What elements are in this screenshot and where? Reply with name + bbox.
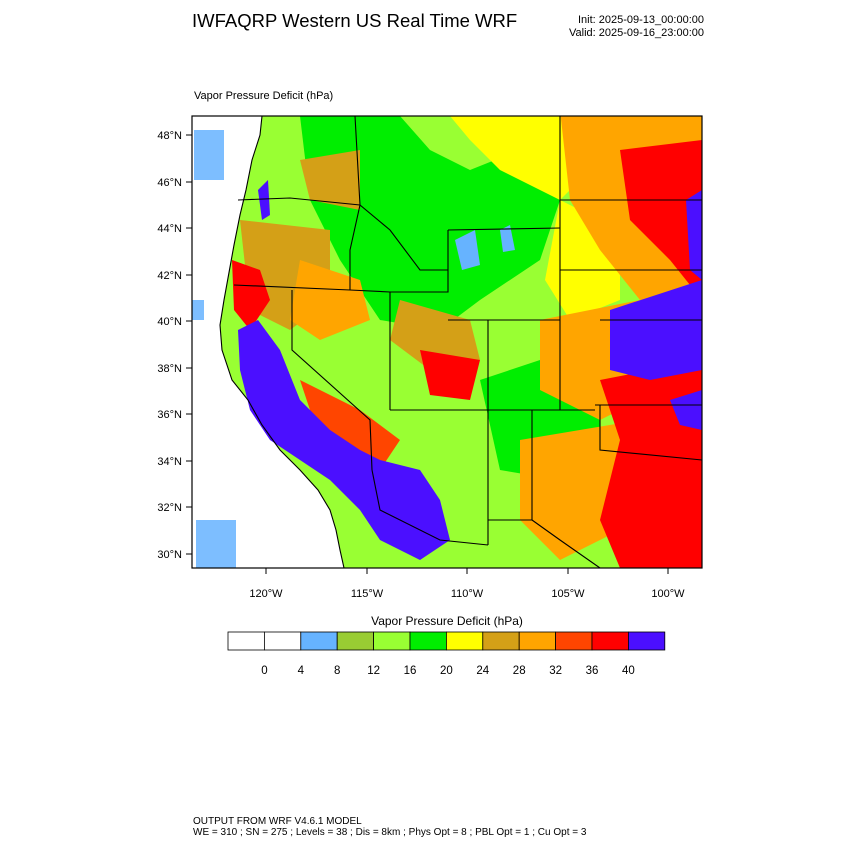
lon-label: 120°W — [249, 588, 283, 600]
colorbar-tick: 12 — [367, 665, 380, 677]
init-time: Init: 2025-09-13_00:00:00 — [578, 14, 704, 26]
border-mt-wy — [447, 227, 561, 231]
field-red — [232, 260, 270, 330]
colorbar-tick: 8 — [334, 665, 340, 677]
field-red — [300, 380, 400, 470]
footer-model: OUTPUT FROM WRF V4.6.1 MODEL — [193, 816, 362, 827]
border-or-id — [349, 204, 361, 290]
colorbar-segment — [336, 631, 375, 651]
field-purple — [686, 190, 702, 280]
colorbar-tick: 36 — [586, 665, 599, 677]
field-purple — [610, 280, 702, 380]
colorbar-segment — [628, 631, 666, 651]
lon-label: 100°W — [651, 588, 685, 600]
field-lightblue — [455, 230, 480, 270]
field-tan — [300, 150, 360, 210]
plot-title: IWFAQRP Western US Real Time WRF — [192, 10, 518, 31]
colorbar-tick: 24 — [476, 665, 489, 677]
field-lightblue — [500, 225, 515, 252]
valid-time: Valid: 2025-09-16_23:00:00 — [569, 27, 704, 39]
colorbar-tick: 28 — [513, 665, 526, 677]
border-wa-or — [237, 197, 361, 206]
field-purple — [258, 180, 270, 220]
lat-label: 46°N — [157, 177, 182, 189]
colorbar-segment — [227, 631, 265, 651]
colorbar-segment — [373, 631, 411, 651]
lat-label: 44°N — [157, 223, 182, 235]
colorbar-tick: 0 — [261, 665, 267, 677]
footer-config: WE = 310 ; SN = 275 ; Levels = 38 ; Dis … — [193, 827, 587, 838]
lat-label: 38°N — [157, 363, 182, 375]
border-az-mx — [371, 469, 489, 546]
lat-label: 48°N — [157, 130, 182, 142]
colorbar-tick: 20 — [440, 665, 453, 677]
field-yellow — [450, 116, 600, 200]
lat-label: 36°N — [157, 409, 182, 421]
ocean-patch — [192, 300, 204, 320]
vpd-field — [192, 116, 702, 568]
colorbar-segment — [263, 631, 302, 651]
lat-label: 34°N — [157, 456, 182, 468]
colorbar-segment — [445, 631, 484, 651]
lat-label: 32°N — [157, 502, 182, 514]
field-purple — [670, 390, 702, 430]
colorbar-tick: 40 — [622, 665, 635, 677]
colorbar-segment — [300, 631, 338, 651]
border-or-ca-nv — [233, 284, 351, 291]
border-ok-tx — [599, 405, 702, 461]
colorbar-segment — [555, 631, 593, 651]
lon-label: 105°W — [551, 588, 585, 600]
colorbar: 0 4 8 12 16 20 24 28 32 36 40 — [227, 631, 666, 677]
colorbar-tick: 32 — [549, 665, 562, 677]
colorbar-segment — [518, 631, 557, 651]
border-id-ut-wy — [390, 230, 449, 293]
ocean-patch — [196, 520, 236, 568]
coastline — [219, 116, 345, 568]
map-frame — [191, 115, 703, 569]
state-boundaries — [219, 116, 702, 568]
lon-axis: 120°W 115°W 110°W 105°W 100°W — [249, 568, 685, 600]
border-ca-nv — [291, 290, 373, 471]
lat-axis: 48°N 46°N 44°N 42°N 40°N 38°N 36°N 34°N … — [157, 130, 192, 561]
field-green — [300, 116, 560, 330]
field-tan — [390, 300, 480, 370]
field-label: Vapor Pressure Deficit (hPa) — [194, 90, 334, 102]
border-tx-mx — [531, 519, 601, 568]
colorbar-tick: 16 — [404, 665, 417, 677]
pacific-ocean — [192, 116, 344, 568]
border-id-mt — [354, 116, 448, 271]
colorbar-segment — [591, 631, 629, 651]
field-purple — [238, 320, 450, 560]
lat-label: 40°N — [157, 316, 182, 328]
field-red — [600, 360, 702, 568]
lon-label: 110°W — [451, 588, 484, 600]
colorbar-segment — [409, 631, 447, 651]
field-red — [420, 350, 480, 400]
field-red — [620, 140, 702, 300]
ocean-patch — [194, 130, 224, 180]
lon-label: 115°W — [351, 588, 384, 600]
colorbar-tick: 4 — [298, 665, 305, 677]
colorbar-title: Vapor Pressure Deficit (hPa) — [371, 614, 523, 628]
lat-label: 30°N — [157, 549, 182, 561]
lat-label: 42°N — [157, 270, 182, 282]
colorbar-segment — [482, 631, 520, 651]
